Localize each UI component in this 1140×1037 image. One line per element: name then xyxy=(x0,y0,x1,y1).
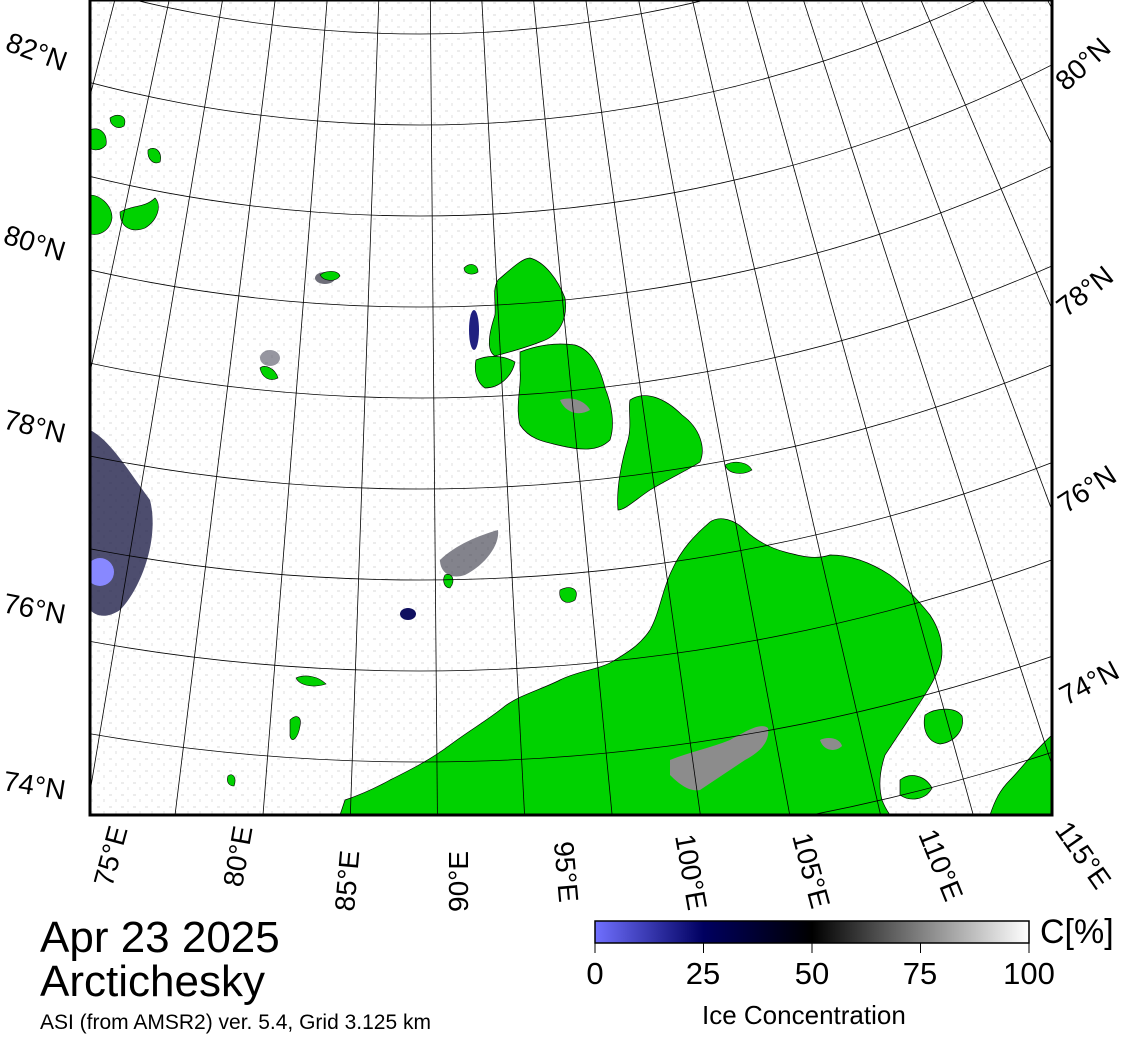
meridian-line xyxy=(638,0,791,815)
meridian-line xyxy=(860,0,1052,512)
island xyxy=(90,194,113,235)
land-ice-patch xyxy=(820,738,842,750)
meridian-line xyxy=(692,0,881,815)
taymyr-peninsula xyxy=(339,518,943,815)
lat-label-right-74: 74°N xyxy=(1054,655,1124,712)
island xyxy=(899,775,933,800)
lon-label-90: 90°E xyxy=(443,851,474,912)
island xyxy=(147,148,161,164)
colorbar-tick-label: 50 xyxy=(794,956,830,991)
map-region-title: Arctichesky xyxy=(40,957,265,1006)
meridian-line xyxy=(90,0,170,375)
island xyxy=(559,587,577,603)
lon-label-110: 110°E xyxy=(912,825,969,906)
severnaya-zemlya-west xyxy=(474,356,516,389)
map-frame xyxy=(88,0,1054,817)
dark-ice-spot-2 xyxy=(260,350,280,366)
island xyxy=(463,264,479,275)
lat-label-right-78: 78°N xyxy=(1051,260,1119,323)
map-content xyxy=(90,0,1052,815)
colorbar-tick-label: 0 xyxy=(586,956,604,991)
meridian-line xyxy=(174,0,276,815)
island xyxy=(289,716,301,740)
dark-ice-spot xyxy=(400,608,416,620)
meridian-line xyxy=(746,0,974,815)
graticule xyxy=(90,0,1052,815)
severnaya-zemlya-north xyxy=(488,257,566,357)
colorbar-label: Ice Concentration xyxy=(702,1000,906,1030)
lat-label-right-80: 80°N xyxy=(1049,32,1116,97)
meridian-line xyxy=(90,0,223,795)
island xyxy=(227,774,236,787)
dark-ice-patch xyxy=(440,530,499,577)
lon-label-75: 75°E xyxy=(88,823,134,890)
meridian-line xyxy=(920,0,1052,310)
colorbar-ticks xyxy=(594,943,1030,953)
lat-label-left-74: 74°N xyxy=(1,765,68,805)
island xyxy=(259,366,279,380)
meridian-line xyxy=(262,0,328,815)
lon-label-85: 85°E xyxy=(329,849,365,913)
land-ice-patch xyxy=(560,398,590,414)
severnaya-zemlya-south xyxy=(617,395,703,511)
dark-ice-spot-4 xyxy=(469,310,479,350)
polynya-west xyxy=(90,558,114,586)
lon-label-80: 80°E xyxy=(217,824,258,889)
severnaya-zemlya-central xyxy=(517,343,613,450)
meridian-line xyxy=(481,0,525,815)
latitude-line xyxy=(134,0,706,35)
colorbar-tick-label: 100 xyxy=(1003,956,1055,991)
lon-label-100: 100°E xyxy=(669,832,713,913)
lat-label-left-76: 76°N xyxy=(1,587,68,629)
lat-label-left-80: 80°N xyxy=(0,219,69,267)
meridian-line xyxy=(802,0,1052,767)
island xyxy=(724,461,753,474)
data-source-note: ASI (from AMSR2) ver. 5.4, Grid 3.125 km xyxy=(40,1011,431,1034)
lon-label-105: 105°E xyxy=(786,830,836,912)
island xyxy=(109,114,126,128)
meridian-line xyxy=(585,0,701,815)
colorbar-unit: C[%] xyxy=(1040,913,1114,951)
meridian-line xyxy=(349,0,380,815)
lat-label-left-82: 82°N xyxy=(2,27,71,78)
island xyxy=(295,675,327,687)
lat-label-right-76: 76°N xyxy=(1052,459,1121,519)
meridian-line xyxy=(533,0,613,815)
meridian-line xyxy=(429,0,438,815)
mainland-east xyxy=(989,734,1052,815)
island xyxy=(319,271,341,281)
lon-label-115: 115°E xyxy=(1049,816,1117,895)
lat-label-left-78: 78°N xyxy=(1,404,69,449)
island xyxy=(923,708,963,745)
latitude-line xyxy=(90,0,978,126)
colorbar-tick-label: 75 xyxy=(902,956,938,991)
island xyxy=(90,128,107,151)
colorbar-tick-label: 25 xyxy=(685,956,721,991)
lon-label-95: 95°E xyxy=(548,840,584,904)
map-date: Apr 23 2025 xyxy=(40,913,280,962)
island xyxy=(119,197,159,231)
